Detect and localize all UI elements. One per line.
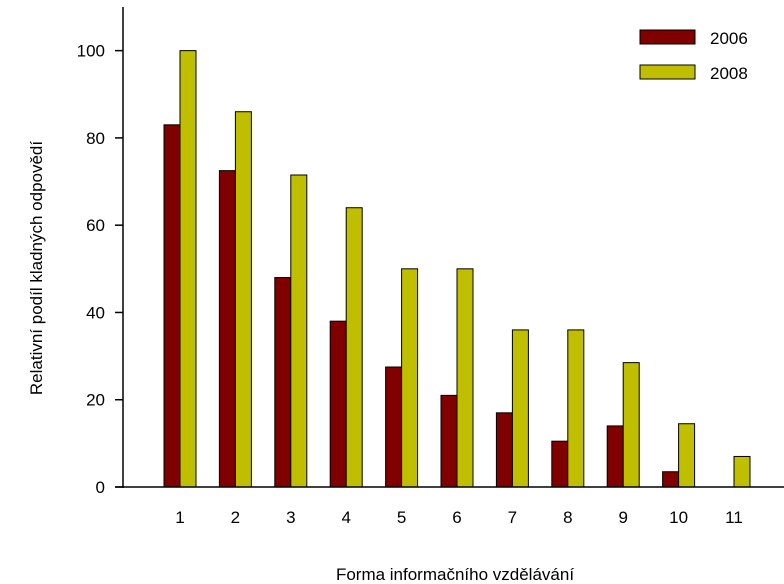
bar-2006-cat-9 [606,425,624,488]
y-tick-label-40: 40 [86,303,105,322]
x-tick-label-7: 7 [508,508,517,527]
bar-2008-cat-3 [290,174,308,488]
bar-2008-cat-1 [179,50,197,488]
bar-2006-cat-6 [440,394,458,488]
y-axis-title: Relativní podíl kladných odpovědí [27,141,46,395]
x-tick-label-10: 10 [669,508,688,527]
legend-swatch-2008 [639,64,696,80]
x-tick-label-3: 3 [286,508,295,527]
x-tick-label-11: 11 [725,508,743,527]
y-tick-label-0: 0 [96,478,105,497]
legend: 2006 2008 [639,29,748,83]
bar-2006-cat-5 [385,366,403,488]
bar-2008-cat-6 [456,268,474,488]
y-tick-label-80: 80 [86,129,105,148]
bar-2006-cat-7 [495,412,513,488]
bar-2008-cat-5 [401,268,419,488]
bar-2008-cat-4 [345,207,363,488]
x-ticks-layer: 1 2 3 4 5 6 7 8 9 10 11 [175,508,743,527]
bar-2008-cat-7 [511,329,529,488]
bar-2006-cat-10 [662,471,680,488]
bar-2008-cat-9 [622,362,640,488]
legend-label-2008: 2008 [710,64,748,83]
x-tick-label-4: 4 [341,508,350,527]
bars-layer [163,50,751,488]
y-tick-label-100: 100 [77,42,105,61]
x-tick-label-2: 2 [231,508,240,527]
bar-2008-cat-8 [567,329,585,488]
bar-2006-cat-2 [218,170,236,488]
bar-2006-cat-3 [274,277,292,488]
legend-swatch-2006 [639,29,696,45]
bar-2008-cat-11 [733,455,751,488]
y-ticks-layer: 0 20 40 60 80 100 [77,42,123,497]
x-tick-label-9: 9 [618,508,627,527]
legend-label-2006: 2006 [710,29,748,48]
y-tick-label-60: 60 [86,216,105,235]
x-tick-label-6: 6 [452,508,461,527]
x-tick-label-1: 1 [175,508,184,527]
bar-2006-cat-1 [163,124,181,488]
x-tick-label-5: 5 [397,508,406,527]
x-tick-label-8: 8 [563,508,572,527]
bar-2006-cat-4 [329,320,347,488]
x-axis-title: Forma informačního vzdělávání [336,565,574,584]
y-tick-label-20: 20 [86,391,105,410]
bar-2008-cat-2 [234,111,252,488]
bar-2006-cat-8 [551,440,569,488]
bar-2008-cat-10 [678,423,696,488]
axes-layer [115,7,784,488]
